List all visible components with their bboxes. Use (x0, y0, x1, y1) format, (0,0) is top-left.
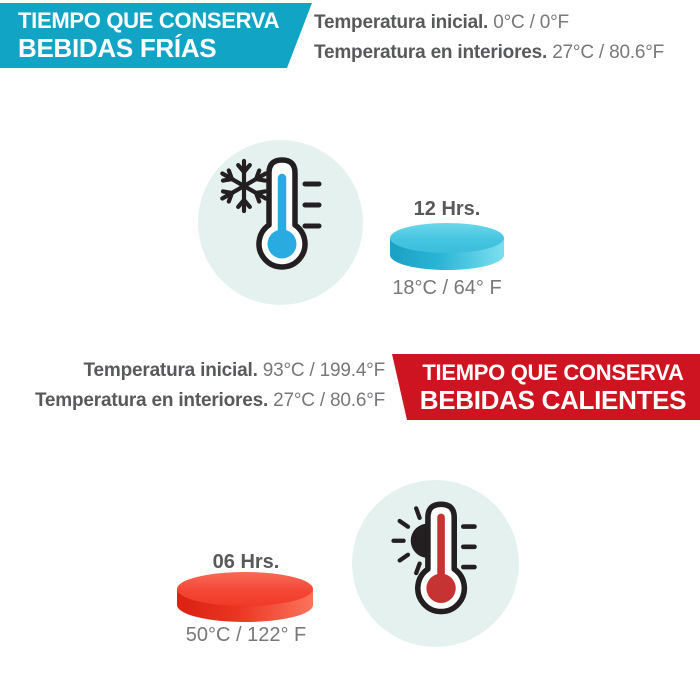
hot-initial-temp-label: Temperatura inicial. (83, 360, 258, 381)
sun-rays (391, 506, 422, 576)
cold-banner: TIEMPO QUE CONSERVA BEBIDAS FRÍAS (0, 3, 312, 68)
thermometer-mercury-bulb (267, 229, 297, 259)
hot-duration-label: 06 Hrs. (212, 551, 280, 573)
thermometer-scale-ticks (461, 524, 477, 570)
cold-conditions: Temperatura inicial. 0°C / 0°F Temperatu… (314, 8, 664, 68)
snowflake-thermometer-icon (220, 157, 322, 270)
hot-disc-top (177, 572, 313, 606)
cold-initial-temp-value: 0°C / 0°F (493, 12, 569, 33)
hot-banner-line2: BEBIDAS CALIENTES (419, 384, 687, 415)
hot-indoor-temp-value: 27°C / 80.6°F (273, 390, 385, 411)
snowflake-icon (220, 158, 268, 214)
cold-duration-label: 12 Hrs. (413, 198, 481, 220)
sun-half-disc (410, 523, 428, 558)
thermometer-scale-ticks (302, 181, 322, 229)
cold-initial-temp-label: Temperatura inicial. (314, 12, 489, 33)
cold-banner-line1: TIEMPO QUE CONSERVA (18, 8, 280, 33)
hot-result-temp: 50°C / 122° F (185, 624, 307, 646)
hot-initial-temp-value: 93°C / 199.4°F (262, 360, 385, 381)
cold-disc-top (390, 223, 504, 253)
cold-icon-badge (198, 140, 363, 305)
cold-banner-line2: BEBIDAS FRÍAS (18, 33, 217, 63)
cold-indoor-temp-label: Temperatura en interiores. (314, 42, 548, 63)
hot-disc (177, 572, 313, 622)
sun-thermometer-icon (391, 501, 477, 615)
hot-initial-temp-line: Temperatura inicial. 93°C / 199.4°F (35, 356, 386, 386)
hot-icon-badge (352, 480, 519, 647)
hot-indoor-temp-label: Temperatura en interiores. (34, 390, 269, 411)
cold-indoor-temp-line: Temperatura en interiores. 27°C / 80.6°F (314, 38, 664, 68)
cold-result-temp: 18°C / 64° F (392, 277, 502, 299)
cold-initial-temp-line: Temperatura inicial. 0°C / 0°F (314, 8, 664, 38)
hot-indoor-temp-line: Temperatura en interiores. 27°C / 80.6°F (35, 386, 385, 416)
hot-banner: TIEMPO QUE CONSERVA BEBIDAS CALIENTES (392, 354, 700, 420)
cold-disc (390, 223, 504, 270)
hot-conditions: Temperatura inicial. 93°C / 199.4°F Temp… (35, 356, 385, 416)
thermometer-mercury-bulb (426, 573, 456, 603)
hot-banner-line1: TIEMPO QUE CONSERVA (422, 359, 684, 385)
cold-indoor-temp-value: 27°C / 80.6°F (552, 42, 665, 63)
